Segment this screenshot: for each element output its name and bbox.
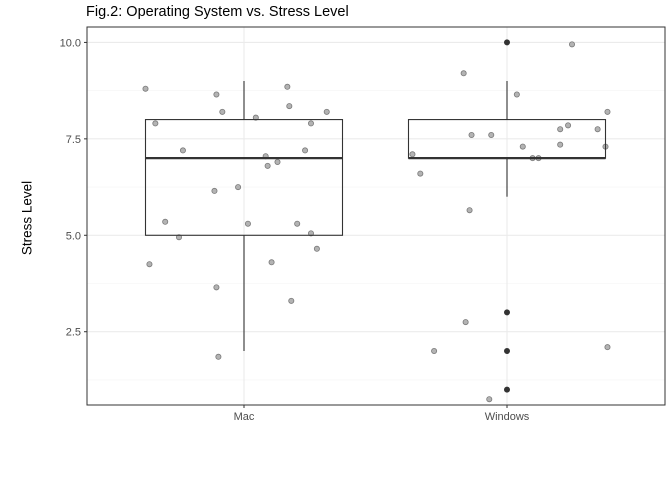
jitter-point	[288, 297, 295, 304]
jitter-point	[557, 141, 564, 148]
jitter-point	[215, 353, 222, 360]
jitter-point	[468, 131, 475, 138]
jitter-point	[302, 147, 309, 154]
jitter-points-layer	[142, 41, 611, 403]
jitter-point	[175, 234, 182, 241]
jitter-point	[462, 319, 469, 326]
jitter-point	[417, 170, 424, 177]
panel-border	[86, 26, 666, 406]
x-tick-label: Mac	[234, 411, 255, 423]
outlier-point	[504, 348, 510, 354]
y-tick-label: 5.0	[66, 230, 81, 242]
jitter-point	[213, 284, 220, 291]
y-tick-label: 7.5	[66, 134, 81, 146]
grid-layer	[87, 27, 665, 405]
jitter-point	[219, 108, 226, 115]
jitter-point	[268, 259, 275, 266]
jitter-point	[604, 344, 611, 351]
y-tick-label: 10.0	[60, 37, 81, 49]
jitter-point	[488, 131, 495, 138]
jitter-point	[409, 151, 416, 158]
jitter-point	[146, 261, 153, 268]
jitter-point	[244, 220, 251, 227]
axis-layer: 2.5 5.0 7.5 10.0 Mac Windows	[60, 37, 530, 423]
jitter-point	[565, 122, 572, 129]
jitter-point	[213, 91, 220, 98]
jitter-point	[162, 218, 169, 225]
jitter-point	[211, 187, 218, 194]
outliers-layer	[504, 39, 510, 393]
outlier-point	[504, 39, 510, 46]
boxes-layer	[144, 81, 607, 351]
chart-title: Fig.2: Operating System vs. Stress Level	[86, 4, 349, 20]
jitter-point	[142, 85, 149, 92]
jitter-point	[286, 103, 293, 110]
jitter-point	[307, 230, 314, 237]
jitter-point	[274, 158, 281, 165]
jitter-point	[252, 114, 259, 121]
jitter-point	[519, 143, 526, 150]
y-tick-label: 2.5	[66, 327, 81, 339]
jitter-point	[557, 126, 564, 133]
jitter-point	[313, 245, 320, 252]
outlier-point	[504, 309, 510, 316]
jitter-point	[179, 147, 186, 154]
jitter-point	[323, 108, 330, 115]
jitter-point	[513, 91, 520, 98]
jitter-point	[307, 120, 314, 127]
jitter-point	[569, 41, 576, 48]
jitter-point	[460, 70, 467, 77]
jitter-point	[604, 108, 611, 115]
jitter-point	[294, 220, 301, 227]
outlier-point	[504, 386, 510, 393]
jitter-point	[431, 347, 438, 354]
jitter-point	[486, 396, 493, 403]
jitter-point	[466, 207, 473, 214]
jitter-point	[235, 184, 242, 191]
jitter-point	[594, 126, 601, 133]
x-tick-label: Windows	[485, 411, 530, 423]
jitter-point	[264, 162, 271, 169]
box-iqr	[144, 119, 344, 236]
jitter-point	[152, 120, 159, 127]
jitter-point	[284, 83, 291, 90]
